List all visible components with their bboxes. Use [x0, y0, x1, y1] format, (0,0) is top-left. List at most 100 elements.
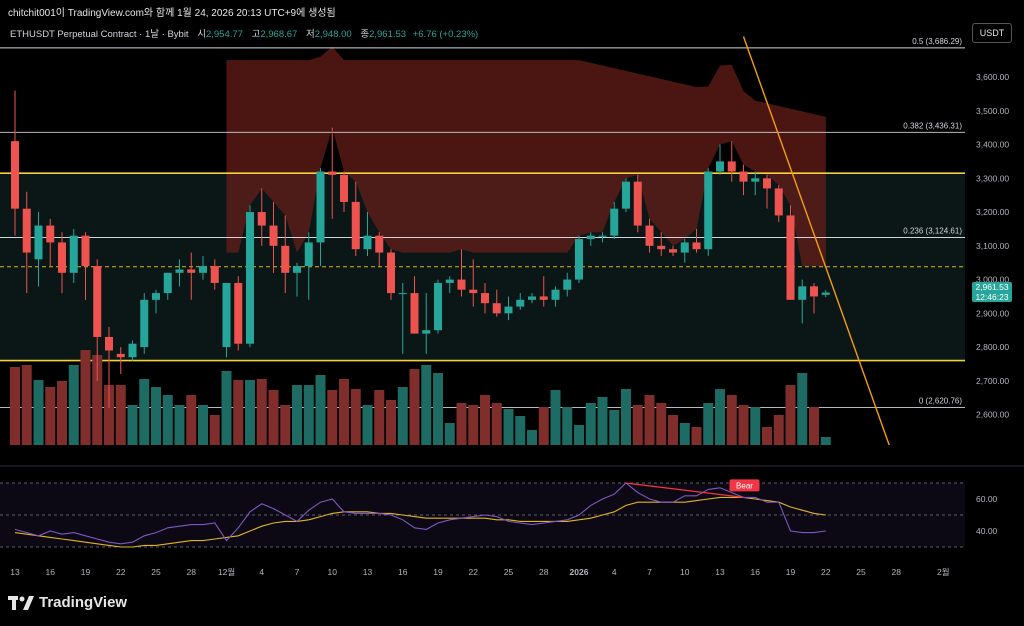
- volume-bar: [550, 390, 561, 445]
- rsi-tick-label: 60.00: [976, 494, 998, 504]
- candle-body: [328, 171, 337, 175]
- candle-body: [422, 330, 431, 334]
- fib-level-label: 0.5 (3,686.29): [912, 37, 962, 46]
- time-tick-label: 28: [539, 567, 549, 577]
- candle-body: [457, 279, 466, 290]
- volume-bar: [374, 390, 385, 445]
- volume-bar: [221, 371, 232, 445]
- volume-bar: [538, 407, 549, 445]
- time-tick-label: 2026: [570, 567, 589, 577]
- chart-legend[interactable]: ETHUSDT Perpetual Contract · 1날 · Bybit …: [10, 26, 478, 40]
- volume-bar: [139, 379, 150, 445]
- candle-body: [269, 225, 278, 246]
- volume-bar: [92, 355, 103, 445]
- price-tick-label: 3,600.00: [976, 72, 1009, 82]
- candle-body: [551, 289, 560, 300]
- candle-body: [692, 242, 701, 250]
- price-tick-label: 3,200.00: [976, 207, 1009, 217]
- price-tick-label: 2,700.00: [976, 376, 1009, 386]
- price-tick-label: 2,900.00: [976, 308, 1009, 318]
- currency-button[interactable]: USDT: [972, 23, 1012, 43]
- time-tick-label: 22: [116, 567, 126, 577]
- volume-bar: [515, 416, 526, 445]
- candle-body: [727, 161, 736, 172]
- volume-bar: [574, 425, 584, 445]
- time-tick-label: 28: [892, 567, 902, 577]
- volume-bar: [151, 387, 161, 445]
- volume-bar: [527, 430, 537, 445]
- candle-body: [398, 293, 407, 295]
- chart-canvas[interactable]: 2,600.00 2,700.00 2,800.00 2,900.00 3,000.00…: [0, 20, 1024, 586]
- price-tick-label: 3,500.00: [976, 106, 1009, 116]
- chart-caption: chitchit001이 TradingView.com와 함께 1월 24, …: [8, 8, 336, 19]
- volume-bar: [597, 397, 608, 445]
- candle-body: [58, 242, 66, 273]
- volume-bar: [45, 387, 56, 445]
- volume-bar: [33, 380, 44, 445]
- volume-bar: [797, 373, 808, 445]
- volume-bar: [174, 405, 185, 445]
- candle-body: [786, 215, 795, 300]
- volume-bar: [433, 373, 443, 445]
- tradingview-brand[interactable]: TradingView: [8, 594, 127, 611]
- price-tick-label: 3,000.00: [976, 275, 1009, 285]
- volume-bar: [292, 385, 302, 445]
- time-tick-label: 22: [821, 567, 831, 577]
- volume-bar: [632, 405, 643, 445]
- brand-name: TradingView: [39, 594, 128, 611]
- candle-body: [504, 306, 513, 314]
- candle-body: [657, 245, 666, 250]
- candle-body: [434, 282, 442, 331]
- tradingview-logo-icon: [8, 595, 34, 610]
- volume-bar: [679, 423, 690, 445]
- open-value: 2,954.77: [205, 29, 243, 40]
- volume-bar: [562, 407, 573, 445]
- volume-bar: [315, 375, 326, 445]
- candle-body: [680, 242, 689, 253]
- volume-bar: [644, 395, 655, 445]
- candle-body: [351, 201, 360, 250]
- volume-bar: [421, 365, 432, 445]
- volume-bar: [268, 390, 279, 445]
- close-label: 종: [360, 29, 370, 40]
- volume-bar: [703, 403, 714, 445]
- volume-bar: [609, 410, 620, 445]
- price-tick-label: 3,300.00: [976, 173, 1009, 183]
- volume-bar: [491, 403, 502, 445]
- symbol-label[interactable]: ETHUSDT Perpetual Contract · 1날 · Bybit: [10, 29, 189, 40]
- price-tick-label: 3,100.00: [976, 241, 1009, 251]
- chart-frame[interactable]: 2,600.00 2,700.00 2,800.00 2,900.00 3,000.00…: [0, 20, 1024, 586]
- time-tick-label: 25: [856, 567, 866, 577]
- volume-bar: [303, 385, 314, 445]
- candle-body: [704, 171, 713, 250]
- candle-body: [739, 171, 748, 182]
- volume-bar: [480, 395, 490, 445]
- candle-body: [69, 235, 78, 273]
- volume-bar: [409, 369, 420, 445]
- candle-body: [11, 141, 19, 209]
- volume-bar: [656, 403, 667, 445]
- candle-body: [34, 225, 43, 260]
- volume-bar: [327, 390, 338, 445]
- volume-bar: [621, 389, 631, 445]
- volume-bar: [209, 415, 220, 445]
- candle-body: [586, 235, 595, 240]
- volume-bar: [456, 403, 467, 445]
- price-tick-label: 3,400.00: [976, 140, 1009, 150]
- volume-bar: [444, 423, 455, 445]
- candle-body: [751, 178, 760, 182]
- candle-body: [81, 235, 90, 267]
- close-value: 2,961.53: [369, 29, 407, 40]
- time-tick-label: 19: [433, 567, 443, 577]
- candle-body: [304, 242, 313, 267]
- bar-countdown: 12:46:23: [975, 292, 1009, 302]
- candle-body: [222, 282, 231, 348]
- volume-bar: [785, 385, 796, 445]
- volume-bar: [21, 365, 32, 445]
- time-tick-label: 16: [46, 567, 56, 577]
- high-label: 고: [251, 29, 261, 40]
- volume-bar: [585, 403, 596, 445]
- volume-bar: [80, 350, 91, 445]
- candle-body: [798, 286, 807, 300]
- candle-body: [105, 336, 113, 351]
